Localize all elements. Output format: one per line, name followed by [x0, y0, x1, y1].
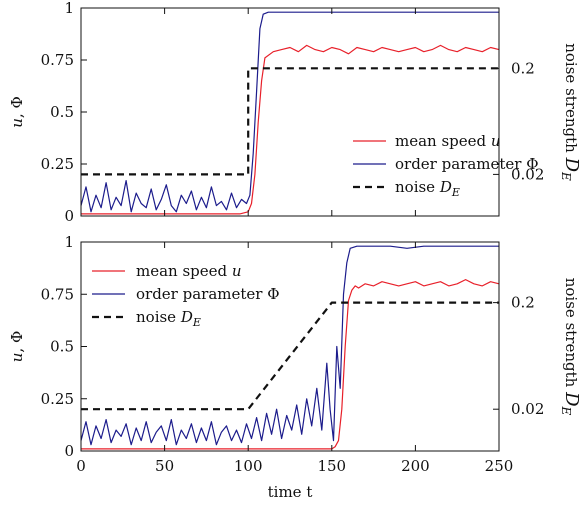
series-speed-line: [81, 44, 500, 215]
y-tick-label: 0.5: [50, 338, 74, 356]
y-tick-label: 0.25: [41, 155, 74, 173]
legend-label-text: noise: [395, 178, 440, 196]
legend-label: order parameter Φ: [136, 285, 280, 303]
x-tick-label: 250: [485, 457, 514, 475]
legend-label-text: mean speed: [136, 262, 232, 280]
y-tick-label: 0: [64, 442, 74, 460]
legend-label-text: order parameter Φ: [136, 285, 280, 303]
legend-label: order parameter Φ: [395, 155, 539, 173]
legend-label: mean speed u: [395, 132, 501, 150]
y-tick-label: 1: [64, 233, 74, 251]
y-tick-label: 0.75: [41, 285, 74, 303]
y2-axis-label-var: D: [561, 157, 581, 173]
y2-axis-label-var: D: [561, 391, 581, 407]
series-speed-line: [81, 279, 500, 450]
x-tick-label: 100: [234, 457, 263, 475]
legend-label-var: u: [491, 132, 501, 150]
legend-label-text: mean speed: [395, 132, 491, 150]
y-axis-label-rest: , Φ: [8, 331, 26, 353]
legend-label: noise DE: [395, 178, 460, 199]
y-tick-label: 1: [64, 0, 74, 17]
y-axis-label: u, Φ: [8, 331, 26, 363]
legend-label-text: noise: [136, 308, 181, 326]
series-noise-line: [81, 67, 499, 176]
x-tick-label: 0: [76, 457, 86, 475]
y-axis-label-rest: , Φ: [8, 96, 26, 118]
series-order-line: [80, 11, 499, 213]
series-noise-line: [81, 301, 499, 411]
y-tick-label: 0.25: [41, 390, 74, 408]
y2-axis-label-sub: E: [559, 171, 573, 181]
y-tick-label: 0.75: [41, 51, 74, 69]
series-order-line: [80, 245, 499, 446]
legend-label-var: u: [232, 262, 242, 280]
y2-axis-label: noise strength DE: [559, 278, 581, 416]
legend-label-var: D: [180, 308, 193, 326]
y2-tick-label: 0.02: [511, 165, 544, 183]
y2-axis-label: noise strength DE: [559, 43, 581, 181]
y-axis-label-var: u: [8, 353, 26, 363]
x-tick-label: 200: [401, 457, 430, 475]
y2-axis-label-sub: E: [559, 406, 573, 416]
legend-label: mean speed u: [136, 262, 242, 280]
y2-tick-label: 0.2: [511, 59, 535, 77]
legend-label-var: D: [439, 178, 452, 196]
y2-axis-label-text: noise strength: [562, 278, 580, 392]
legend-label-sub: E: [192, 316, 201, 329]
y-axis-label-var: u: [8, 118, 26, 128]
legend-label-text: order parameter Φ: [395, 155, 539, 173]
y2-axis-label-text: noise strength: [562, 43, 580, 157]
y-axis-label: u, Φ: [8, 96, 26, 128]
legend-label-sub: E: [451, 186, 460, 199]
x-tick-label: 50: [155, 457, 174, 475]
y-tick-label: 0.5: [50, 103, 74, 121]
y-tick-label: 0: [64, 207, 74, 225]
x-axis-label: time t: [268, 483, 313, 501]
y2-tick-label: 0.02: [511, 400, 544, 418]
x-tick-label: 150: [317, 457, 346, 475]
y2-tick-label: 0.2: [511, 294, 535, 312]
legend-label: noise DE: [136, 308, 201, 329]
